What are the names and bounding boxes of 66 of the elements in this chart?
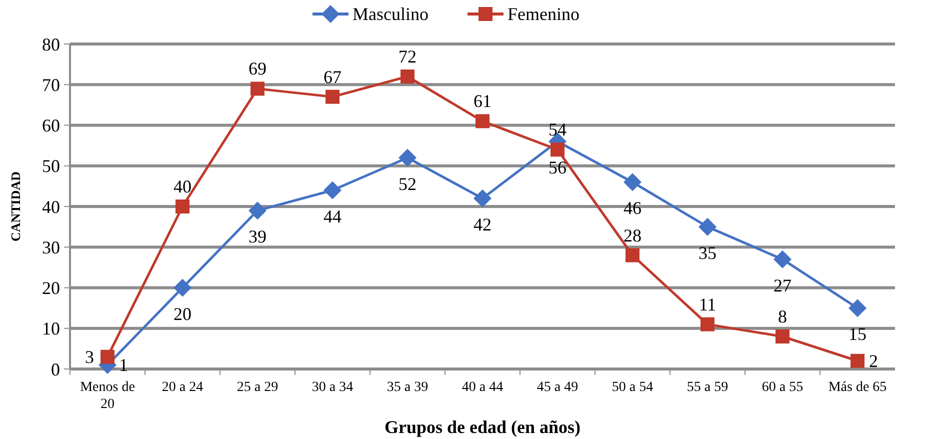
data-label: 28 — [624, 225, 642, 246]
point — [626, 248, 640, 262]
data-label: 20 — [174, 304, 192, 324]
point — [400, 70, 414, 84]
x-tick-label: Menos de 20 — [80, 380, 135, 412]
point — [850, 354, 864, 368]
data-label: 54 — [548, 120, 566, 140]
x-tick-label: 60 a 55 — [762, 380, 804, 395]
data-label: 72 — [398, 46, 416, 66]
point — [250, 82, 264, 96]
y-tick-label: 10 — [42, 318, 60, 339]
data-label: 15 — [848, 324, 866, 344]
y-tick-label: 50 — [42, 156, 60, 176]
x-tick-label: 20 a 24 — [162, 380, 204, 395]
point — [326, 90, 340, 104]
data-label: 67 — [324, 66, 342, 87]
data-label: 69 — [248, 58, 266, 79]
point — [550, 142, 564, 157]
point — [474, 189, 492, 208]
point — [774, 250, 792, 268]
data-label: 42 — [474, 214, 492, 234]
data-label: 46 — [624, 198, 642, 218]
y-tick-label: 20 — [42, 278, 60, 298]
point — [700, 317, 714, 332]
point — [698, 218, 716, 236]
x-tick-label: 45 a 49 — [536, 380, 578, 395]
x-tick-label: 40 a 44 — [462, 380, 504, 395]
data-label: 52 — [398, 174, 416, 194]
data-label: 40 — [174, 176, 192, 196]
point — [398, 148, 416, 167]
y-axis-title: CANTIDAD — [8, 171, 23, 242]
data-label: 27 — [774, 275, 792, 296]
data-label: 11 — [698, 294, 716, 314]
data-label: 39 — [248, 226, 266, 247]
data-label: 61 — [474, 91, 492, 112]
point — [324, 181, 342, 200]
x-tick-label: 30 a 34 — [312, 380, 354, 395]
point — [776, 330, 790, 344]
data-label: 2 — [869, 351, 878, 372]
data-label: 44 — [324, 206, 342, 226]
y-tick-label: 30 — [42, 237, 60, 258]
data-label: 8 — [778, 306, 787, 326]
point — [174, 278, 192, 297]
point — [848, 299, 866, 318]
x-axis-title: Grupos de edad (en años) — [384, 417, 581, 437]
y-tick-label: 0 — [51, 359, 60, 380]
y-tick-label: 60 — [42, 116, 60, 136]
point — [176, 200, 190, 214]
legend-label: Femenino — [508, 4, 580, 24]
point — [476, 114, 490, 128]
y-tick-label: 70 — [42, 74, 60, 95]
point — [624, 173, 642, 192]
y-tick-label: 80 — [42, 34, 60, 54]
x-tick-label: 55 a 59 — [686, 380, 728, 395]
data-label: 1 — [119, 355, 128, 376]
x-tick-label: Más de 65 — [828, 380, 887, 395]
data-label: 35 — [698, 242, 716, 263]
x-tick-label: 35 a 39 — [386, 380, 428, 395]
legend-label: Masculino — [352, 4, 428, 24]
x-tick-label: 50 a 54 — [612, 380, 654, 395]
x-tick-label: 25 a 29 — [236, 380, 278, 395]
point — [100, 350, 114, 364]
point — [248, 202, 266, 220]
data-label: 3 — [85, 347, 94, 368]
data-label: 56 — [548, 158, 566, 178]
y-tick-label: 40 — [42, 196, 60, 217]
